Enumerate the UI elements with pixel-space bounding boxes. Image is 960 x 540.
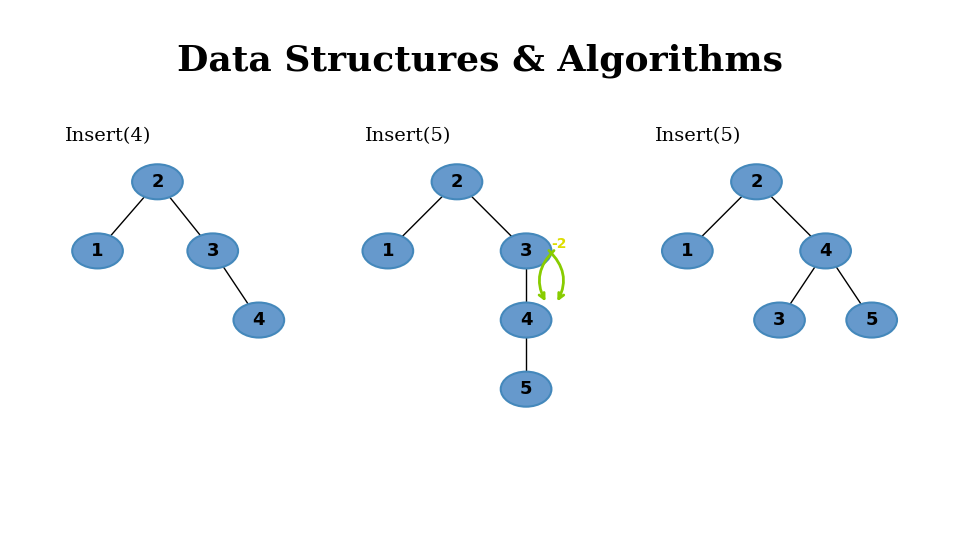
Text: 3: 3: [519, 242, 533, 260]
Text: Insert(5): Insert(5): [365, 127, 451, 145]
Text: 2: 2: [750, 173, 763, 191]
Ellipse shape: [363, 233, 413, 268]
Text: 5: 5: [865, 311, 878, 329]
Text: 1: 1: [681, 242, 694, 260]
Ellipse shape: [432, 164, 482, 199]
Text: 2: 2: [151, 173, 164, 191]
Ellipse shape: [501, 372, 551, 407]
Ellipse shape: [501, 302, 551, 338]
Text: 4: 4: [819, 242, 832, 260]
Ellipse shape: [233, 302, 284, 338]
Ellipse shape: [755, 302, 804, 338]
Ellipse shape: [847, 302, 897, 338]
Text: 5: 5: [519, 380, 533, 398]
Ellipse shape: [732, 164, 781, 199]
Ellipse shape: [801, 233, 851, 268]
Text: 4: 4: [519, 311, 533, 329]
Ellipse shape: [72, 233, 123, 268]
Text: 1: 1: [381, 242, 395, 260]
Text: Insert(4): Insert(4): [65, 127, 152, 145]
Ellipse shape: [501, 233, 551, 268]
Text: -2: -2: [551, 237, 567, 251]
Text: 3: 3: [206, 242, 219, 260]
Ellipse shape: [662, 233, 712, 268]
Text: 3: 3: [773, 311, 786, 329]
Ellipse shape: [132, 164, 182, 199]
Text: Data Structures & Algorithms: Data Structures & Algorithms: [177, 43, 783, 78]
Text: 2: 2: [450, 173, 464, 191]
Text: 1: 1: [91, 242, 104, 260]
Text: 4: 4: [252, 311, 265, 329]
Ellipse shape: [187, 233, 238, 268]
Text: Insert(5): Insert(5): [655, 127, 741, 145]
